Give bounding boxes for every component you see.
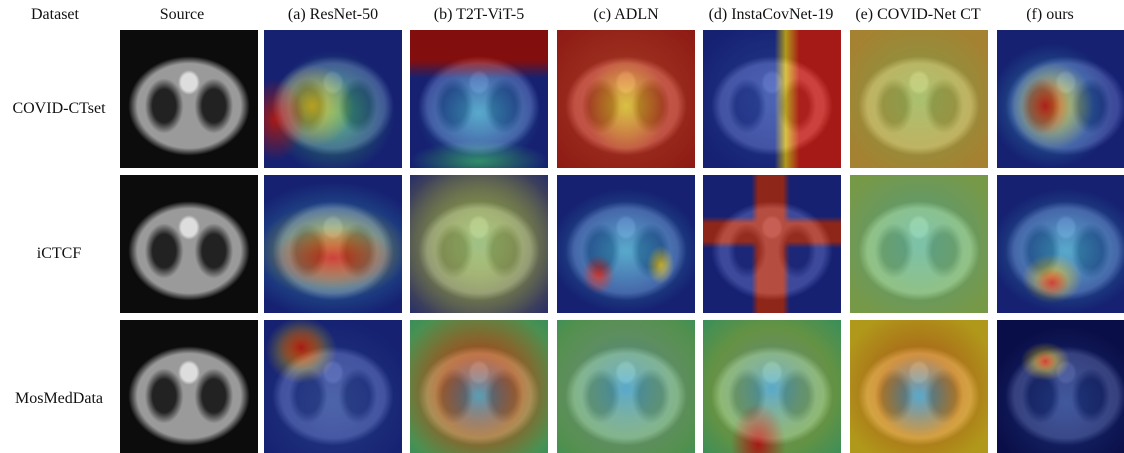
heatmap-overlay	[557, 320, 695, 453]
heatmap-image	[410, 30, 548, 168]
heatmap-image	[850, 175, 988, 313]
column-header: (a) ResNet-50	[253, 6, 413, 24]
heatmap-image	[264, 175, 402, 313]
row-label: MosMedData	[0, 390, 118, 408]
source-image	[120, 30, 258, 168]
source-image	[120, 320, 258, 453]
heatmap-image	[264, 30, 402, 168]
heatmap-overlay	[997, 30, 1124, 168]
heatmap-overlay	[264, 30, 402, 168]
heatmap-overlay	[703, 320, 841, 453]
ct-scan	[120, 320, 258, 453]
heatmap-image	[410, 320, 548, 453]
heatmap-overlay	[703, 30, 841, 168]
column-header: Source	[102, 6, 262, 24]
heatmap-image	[850, 30, 988, 168]
ct-scan	[120, 30, 258, 168]
heatmap-overlay	[264, 175, 402, 313]
heatmap-overlay	[997, 175, 1124, 313]
heatmap-image	[703, 30, 841, 168]
heatmap-overlay	[557, 175, 695, 313]
row-label: iCTCF	[0, 245, 118, 263]
heatmap-overlay	[850, 30, 988, 168]
heatmap-overlay	[850, 175, 988, 313]
heatmap-overlay	[557, 30, 695, 168]
heatmap-image	[557, 320, 695, 453]
heatmap-image	[557, 175, 695, 313]
figure: DatasetSource(a) ResNet-50(b) T2T-ViT-5(…	[0, 0, 1124, 453]
heatmap-overlay	[264, 320, 402, 453]
column-header: (d) InstaCovNet-19	[691, 6, 851, 24]
heatmap-image	[850, 320, 988, 453]
column-header: (c) ADLN	[546, 6, 706, 24]
heatmap-image	[703, 320, 841, 453]
heatmap-overlay	[410, 30, 548, 168]
column-header: (b) T2T-ViT-5	[399, 6, 559, 24]
heatmap-image	[703, 175, 841, 313]
heatmap-image	[557, 30, 695, 168]
heatmap-overlay	[997, 320, 1124, 453]
source-image	[120, 175, 258, 313]
heatmap-image	[997, 30, 1124, 168]
heatmap-overlay	[410, 320, 548, 453]
row-label: COVID-CTset	[0, 100, 118, 118]
ct-scan	[120, 175, 258, 313]
heatmap-overlay	[850, 320, 988, 453]
column-header: (f) ours	[970, 6, 1124, 24]
heatmap-image	[997, 175, 1124, 313]
heatmap-image	[410, 175, 548, 313]
heatmap-overlay	[410, 175, 548, 313]
heatmap-image	[997, 320, 1124, 453]
heatmap-image	[264, 320, 402, 453]
heatmap-overlay	[703, 175, 841, 313]
